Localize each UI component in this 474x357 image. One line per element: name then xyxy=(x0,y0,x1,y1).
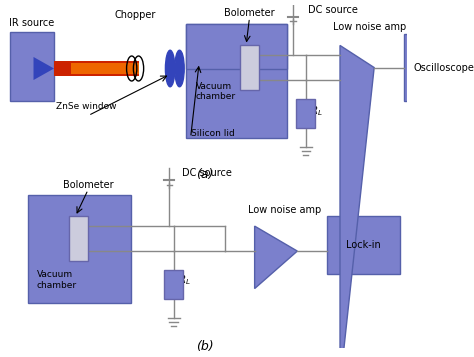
Ellipse shape xyxy=(165,50,175,87)
Text: DC source: DC source xyxy=(308,5,357,15)
Bar xyxy=(186,24,287,69)
Text: Low noise amp: Low noise amp xyxy=(333,22,407,32)
Text: Low noise amp: Low noise amp xyxy=(248,205,321,215)
Text: (b): (b) xyxy=(196,340,214,352)
Text: Silicon lid: Silicon lid xyxy=(191,129,234,138)
Polygon shape xyxy=(34,57,54,80)
Bar xyxy=(69,216,88,261)
Text: Bolometer: Bolometer xyxy=(63,180,113,190)
Bar xyxy=(54,61,139,76)
Text: Vacuum
chamber: Vacuum chamber xyxy=(196,82,236,101)
Text: Chopper: Chopper xyxy=(114,10,156,20)
Polygon shape xyxy=(255,226,297,288)
Bar xyxy=(404,34,474,101)
Text: Vacuum
chamber: Vacuum chamber xyxy=(37,270,77,290)
Text: Bolometer: Bolometer xyxy=(224,7,275,17)
Bar xyxy=(296,99,315,128)
Bar xyxy=(240,45,259,90)
Text: DC source: DC source xyxy=(182,168,232,178)
Bar xyxy=(164,270,183,299)
Bar xyxy=(186,24,287,69)
Text: IR source: IR source xyxy=(9,18,55,28)
Bar xyxy=(327,216,400,274)
Text: (a): (a) xyxy=(196,169,214,181)
Text: ZnSe window: ZnSe window xyxy=(56,102,116,111)
Text: $R_L$: $R_L$ xyxy=(310,104,322,118)
Text: Oscilloscope: Oscilloscope xyxy=(414,62,474,72)
Ellipse shape xyxy=(175,50,184,87)
Bar xyxy=(28,195,131,303)
Text: Lock-in: Lock-in xyxy=(346,240,381,250)
Bar xyxy=(9,32,54,101)
Text: $R_L$: $R_L$ xyxy=(178,273,191,287)
Bar xyxy=(186,24,287,138)
Polygon shape xyxy=(340,45,374,357)
Bar xyxy=(71,63,139,74)
